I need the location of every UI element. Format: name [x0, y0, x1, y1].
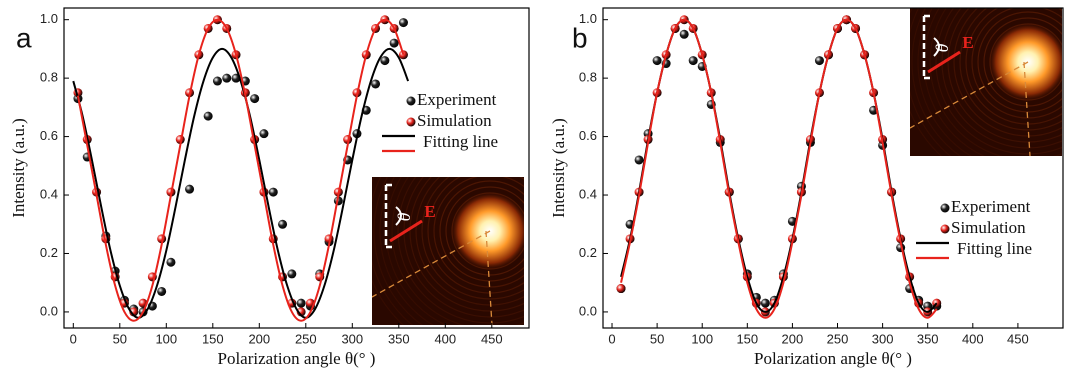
data-point — [761, 299, 770, 308]
data-point — [269, 188, 278, 197]
y-tick-label: 0.4 — [40, 186, 58, 201]
x-tick-label: 300 — [872, 331, 894, 346]
data-point — [689, 56, 698, 65]
x-tick-label: 250 — [295, 331, 317, 346]
x-tick-label: 100 — [155, 331, 177, 346]
data-point — [250, 94, 259, 103]
x-tick-label: 150 — [736, 331, 758, 346]
y-tick-label: 0.8 — [579, 70, 597, 85]
fit-line — [78, 20, 404, 321]
y-tick-label: 0.2 — [579, 245, 597, 260]
y-axis-title: Intensity (a.u.) — [9, 118, 28, 218]
panel-label: b — [572, 22, 588, 53]
data-point — [390, 39, 399, 48]
data-point — [185, 185, 194, 194]
legend-label: Simulation — [951, 218, 1026, 237]
data-point — [204, 112, 213, 121]
inset-e-label: E — [962, 33, 973, 52]
data-point — [259, 129, 268, 138]
y-tick-label: 1.0 — [40, 11, 58, 26]
x-tick-label: 50 — [113, 331, 127, 346]
y-tick-label: 0.6 — [579, 128, 597, 143]
inset-e-label: E — [424, 202, 435, 221]
data-point — [635, 155, 644, 164]
data-point — [380, 56, 389, 65]
y-axis-title: Intensity (a.u.) — [549, 118, 568, 218]
x-tick-label: 400 — [434, 331, 456, 346]
x-axis-title: Polarization angle θ(° ) — [218, 349, 376, 368]
x-tick-label: 200 — [248, 331, 270, 346]
data-point — [157, 287, 166, 296]
legend-label: Fitting line — [423, 132, 498, 151]
x-tick-label: 400 — [962, 331, 984, 346]
legend-marker — [407, 97, 416, 106]
x-tick-label: 150 — [202, 331, 224, 346]
data-point — [222, 74, 231, 83]
x-axis-title: Polarization angle θ(° ) — [754, 349, 912, 368]
figure: θE0501001502002503003504004500.00.20.40.… — [0, 0, 1072, 374]
y-tick-label: 0.8 — [40, 70, 58, 85]
data-point — [815, 56, 824, 65]
x-tick-label: 450 — [1007, 331, 1029, 346]
data-point — [399, 18, 408, 27]
data-point — [297, 299, 306, 308]
legend-label: Fitting line — [957, 239, 1032, 258]
data-point — [680, 30, 689, 39]
inset-theta: θ — [394, 212, 414, 221]
legend-marker — [407, 118, 416, 127]
y-tick-label: 0.0 — [579, 303, 597, 318]
y-tick-label: 0.0 — [40, 303, 58, 318]
legend-label: Experiment — [417, 90, 497, 109]
x-tick-label: 450 — [481, 331, 503, 346]
panel-label: a — [16, 22, 32, 53]
y-tick-label: 0.6 — [40, 128, 58, 143]
inset-image: θE — [900, 0, 1072, 190]
legend-marker — [941, 204, 950, 213]
inset-theta: θ — [932, 43, 952, 52]
x-tick-label: 250 — [827, 331, 849, 346]
page: θE0501001502002503003504004500.00.20.40.… — [0, 0, 1072, 374]
data-point — [287, 269, 296, 278]
x-tick-label: 100 — [691, 331, 713, 346]
legend-label: Simulation — [417, 111, 492, 130]
x-tick-label: 0 — [608, 331, 615, 346]
x-tick-label: 0 — [70, 331, 77, 346]
data-point — [653, 56, 662, 65]
y-tick-label: 0.4 — [579, 186, 597, 201]
x-tick-label: 350 — [917, 331, 939, 346]
data-point — [166, 258, 175, 267]
data-point — [371, 79, 380, 88]
data-point — [617, 284, 626, 293]
x-tick-label: 50 — [650, 331, 664, 346]
y-tick-label: 0.2 — [40, 245, 58, 260]
x-tick-label: 300 — [341, 331, 363, 346]
data-point — [278, 220, 287, 229]
legend-label: Experiment — [951, 197, 1031, 216]
x-tick-label: 200 — [782, 331, 804, 346]
x-tick-label: 350 — [388, 331, 410, 346]
data-point — [213, 77, 222, 86]
legend-marker — [941, 225, 950, 234]
